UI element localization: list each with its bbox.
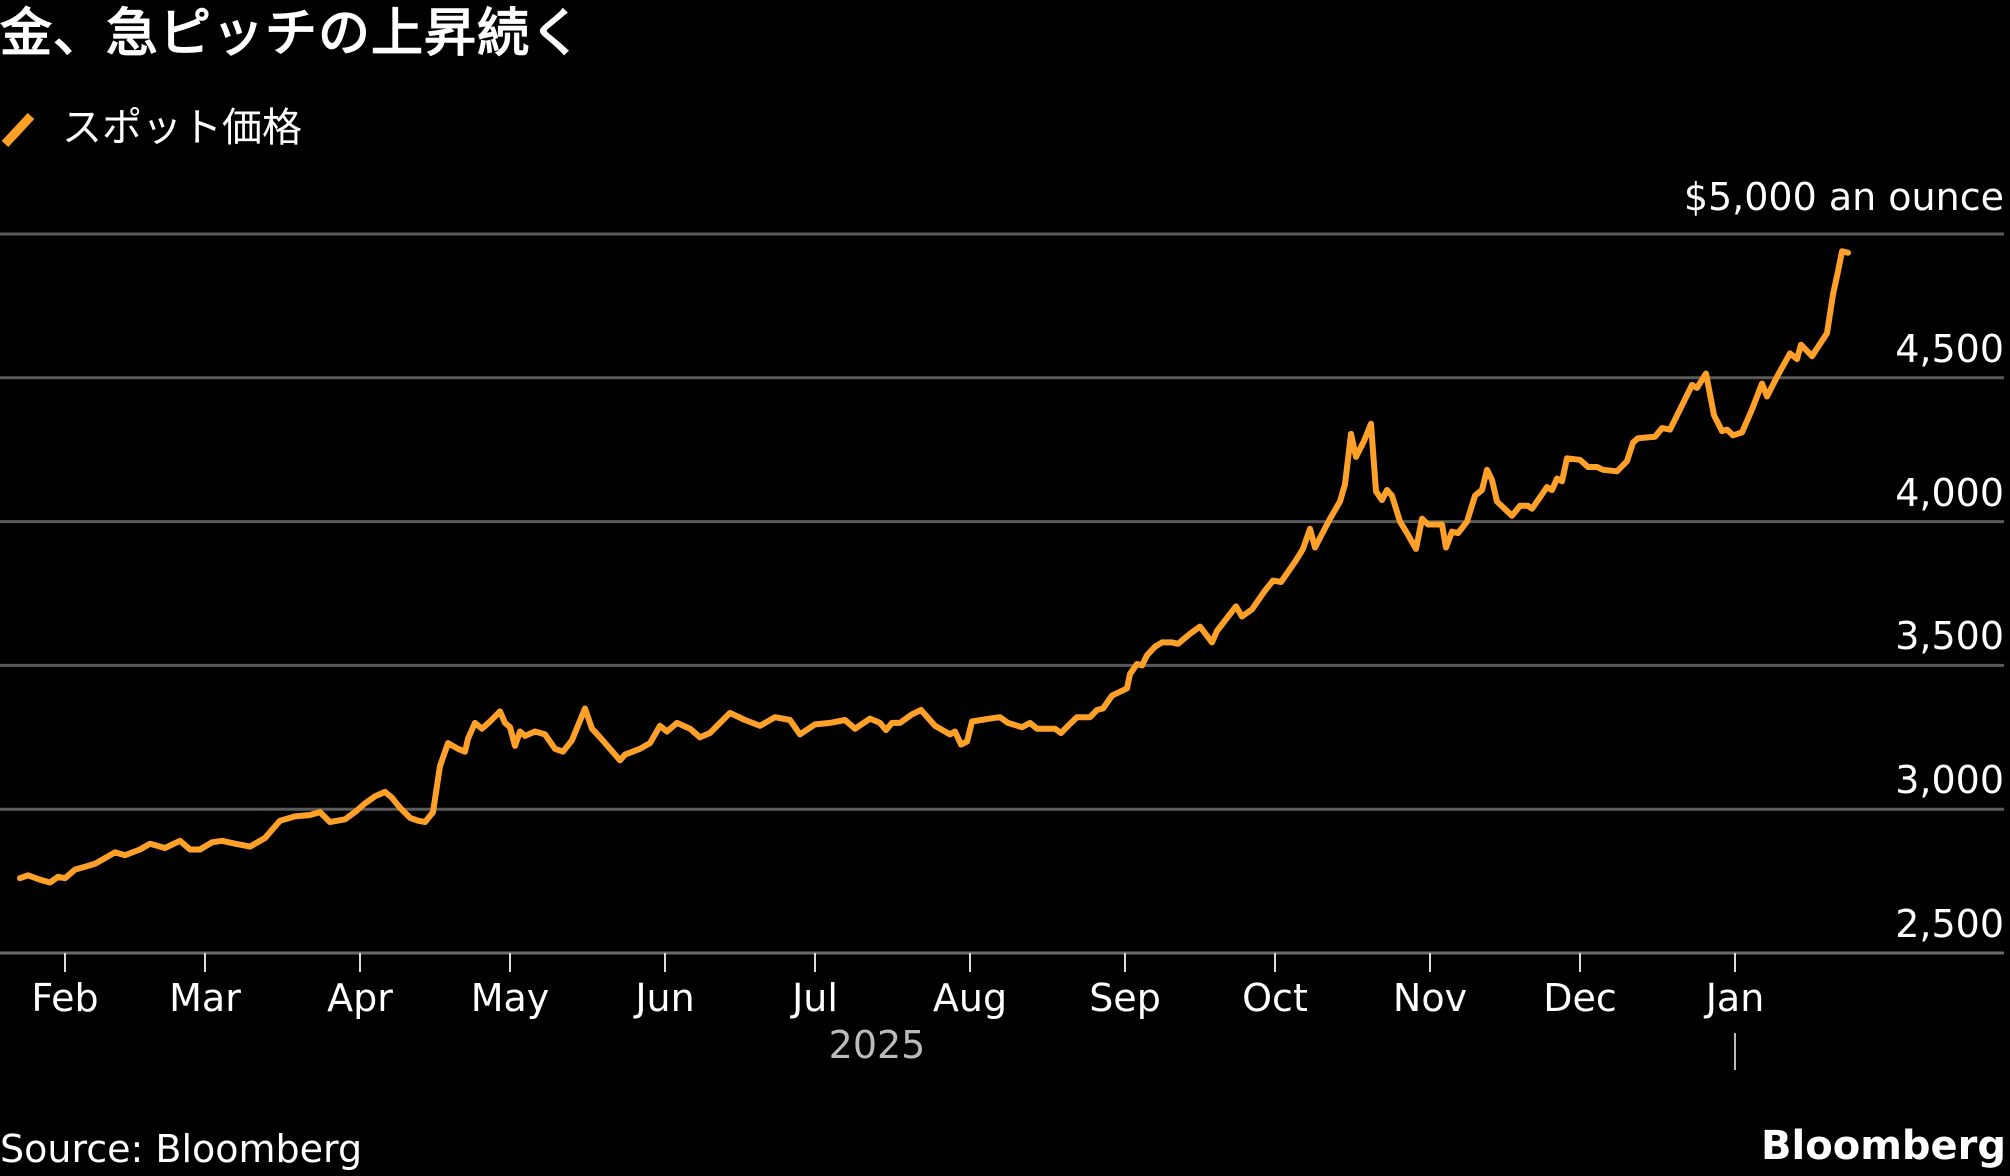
x-axis-label: Dec	[1543, 976, 1617, 1020]
chart-title: 金、急ピッチの上昇続く	[0, 4, 584, 64]
gridlines	[0, 232, 2004, 955]
y-axis-label: 3,000	[1895, 758, 2004, 803]
x-axis-label: May	[470, 976, 550, 1020]
x-axis-label: Jun	[635, 976, 695, 1020]
x-axis-label: Mar	[169, 976, 241, 1020]
y-axis-label: 2,500	[1895, 902, 2004, 946]
x-axis-ticks	[64, 953, 1736, 972]
spot-price-line	[17, 248, 1851, 886]
y-axis-label: 4,000	[1895, 470, 2004, 515]
x-axis-label: Feb	[31, 976, 99, 1020]
x-axis-label: Jan	[1705, 976, 1765, 1020]
x-axis-label: Sep	[1089, 976, 1161, 1020]
legend-label-spot-price: スポット価格	[62, 105, 302, 151]
y-axis-label: 3,500	[1895, 614, 2004, 659]
legend: スポット価格	[0, 100, 302, 156]
bloomberg-logo: Bloomberg	[1761, 1123, 2006, 1169]
x-axis-label: Aug	[932, 976, 1008, 1020]
x-axis-year-label: 2025	[828, 1023, 926, 1067]
x-axis-label: Oct	[1242, 976, 1308, 1020]
y-axis-label: 4,500	[1895, 326, 2004, 371]
legend-line-swatch-icon	[0, 108, 40, 148]
source-note: Source: Bloomberg	[0, 1127, 363, 1171]
x-axis-label: Apr	[327, 976, 393, 1020]
y-axis-unit-label: $5,000 an ounce	[1683, 175, 2004, 219]
x-axis-label: Jul	[792, 976, 838, 1020]
x-axis-label: Nov	[1392, 976, 1468, 1020]
